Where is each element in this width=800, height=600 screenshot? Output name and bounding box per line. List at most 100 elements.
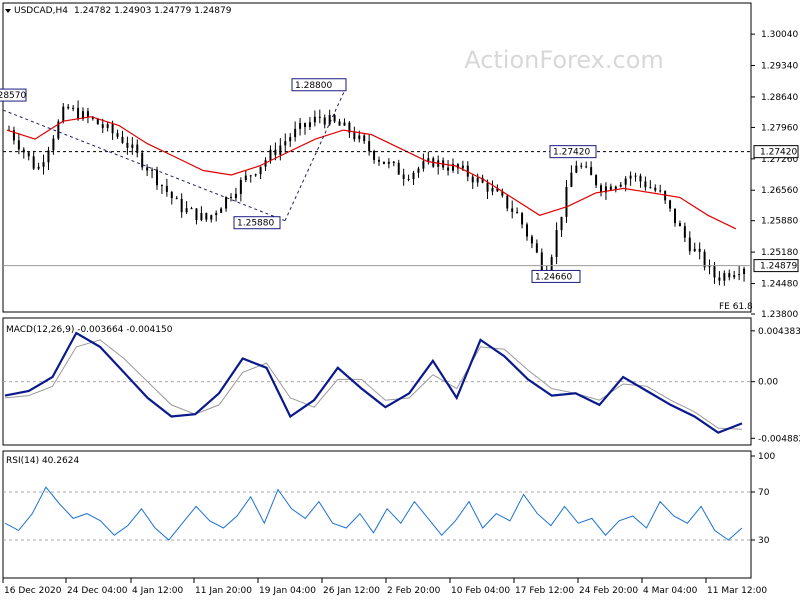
candle-body xyxy=(550,256,553,278)
annotation-box xyxy=(0,88,27,102)
candle-body xyxy=(555,230,558,257)
candle-body xyxy=(471,176,474,183)
candle-body xyxy=(195,208,198,221)
rsi-title: RSI(14) 40.2624 xyxy=(6,456,79,466)
candle-body xyxy=(42,162,45,167)
candle-body xyxy=(200,213,203,221)
chevron-down-icon[interactable] xyxy=(5,9,11,13)
x-axis-label: 19 Jan 04:00 xyxy=(259,586,316,596)
candle-body xyxy=(52,138,55,151)
macd-signal-line xyxy=(4,339,743,430)
current-price-box: 1.24879 xyxy=(753,259,799,273)
candle-body xyxy=(358,135,361,140)
candle-body xyxy=(708,265,711,268)
candle-body xyxy=(738,273,741,276)
candle-body xyxy=(244,175,247,181)
candle-body xyxy=(461,165,464,169)
candle-body xyxy=(600,185,602,193)
candle-body xyxy=(116,133,119,137)
candle-body xyxy=(67,106,70,109)
symbol-label: USDCAD,H4 xyxy=(14,6,68,16)
candle-body xyxy=(649,187,652,189)
candle-body xyxy=(299,123,302,129)
candle-body xyxy=(619,184,622,187)
candle-body xyxy=(205,213,208,220)
candle-body xyxy=(639,175,642,182)
candle-body xyxy=(575,165,578,173)
candle-body xyxy=(234,193,237,198)
candle-body xyxy=(456,164,459,169)
price-axis-label: 1.28640 xyxy=(761,93,798,103)
candle-body xyxy=(343,122,346,126)
candle-body xyxy=(101,124,104,128)
rsi-panel[interactable] xyxy=(2,450,752,579)
candle-body xyxy=(47,150,50,163)
candle-body xyxy=(570,172,573,187)
candle-body xyxy=(417,168,420,173)
candle-body xyxy=(540,252,543,271)
x-axis-label: 17 Feb 12:00 xyxy=(515,586,574,596)
candle-body xyxy=(160,185,163,187)
candle-body xyxy=(585,166,588,168)
candle-body xyxy=(511,208,514,212)
candle-body xyxy=(175,198,178,200)
candle-body xyxy=(239,180,242,194)
candle-body xyxy=(190,208,193,210)
candle-body xyxy=(363,135,366,142)
annotation-text: 1.28570 xyxy=(0,91,26,101)
candle-body xyxy=(703,251,706,268)
trendline-up xyxy=(284,89,346,221)
candle-body xyxy=(96,118,99,125)
candle-body xyxy=(146,167,149,171)
candle-body xyxy=(259,166,262,175)
price-axis-label: 1.25880 xyxy=(761,217,798,227)
annotation-text: 1.27420 xyxy=(553,148,590,158)
candle-body xyxy=(595,175,598,186)
candle-body xyxy=(12,130,15,141)
candle-body xyxy=(422,161,425,169)
candle-body xyxy=(121,136,124,143)
candle-body xyxy=(713,265,716,278)
fe-label: FE 61.8 xyxy=(719,302,753,312)
candle-body xyxy=(368,141,371,152)
price-axis-label: 1.23800 xyxy=(761,310,798,320)
candle-body xyxy=(580,165,583,167)
rsi-axis-label: 30 xyxy=(758,536,770,546)
candle-body xyxy=(378,159,380,162)
candle-body xyxy=(279,145,282,155)
candle-body xyxy=(373,151,376,160)
trendline-down xyxy=(2,109,286,222)
annotation-text: 1.24660 xyxy=(535,272,572,282)
candle-body xyxy=(170,191,173,199)
candle-body xyxy=(289,137,292,142)
price-axis-label: 1.26560 xyxy=(761,186,798,196)
x-axis-label: 4 Jan 12:00 xyxy=(132,586,184,596)
candle-body xyxy=(476,177,479,183)
candle-body xyxy=(604,186,607,193)
rsi-line xyxy=(4,486,743,541)
candle-body xyxy=(72,107,75,109)
candle-body xyxy=(230,196,232,198)
candle-body xyxy=(86,111,89,118)
candle-body xyxy=(407,178,410,180)
candle-body xyxy=(323,117,326,125)
candle-body xyxy=(560,216,563,231)
candle-body xyxy=(185,208,188,213)
price-panel[interactable] xyxy=(2,2,752,313)
candle-body xyxy=(412,172,415,180)
macd-title: MACD(12,26,9) -0.003664 -0.004150 xyxy=(6,325,173,335)
candle-body xyxy=(723,273,726,281)
current-box xyxy=(753,259,799,273)
candle-body xyxy=(634,175,637,177)
price-axis-label: 1.29340 xyxy=(761,62,798,72)
candle-body xyxy=(733,275,736,278)
watermark: ActionForex.com xyxy=(464,46,664,74)
candle-body xyxy=(318,116,321,118)
candle-body xyxy=(447,167,450,171)
macd-axis-label: -0.004882 xyxy=(758,434,800,444)
level-price-box: 1.27420 xyxy=(753,145,799,159)
candle-body xyxy=(165,185,168,192)
candle-body xyxy=(392,161,395,163)
candle-body xyxy=(27,152,30,157)
